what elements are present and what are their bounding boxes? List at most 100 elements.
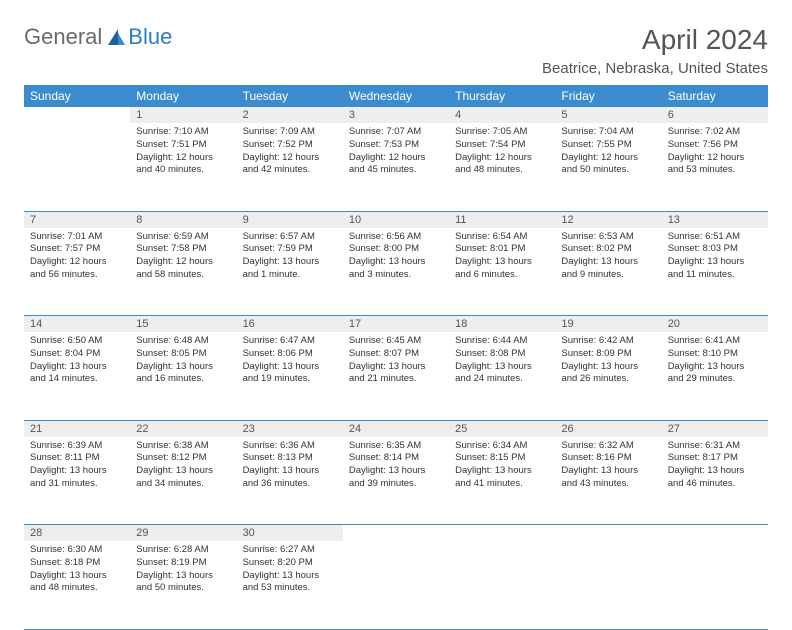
day-details: Sunrise: 6:51 AMSunset: 8:03 PMDaylight:…	[662, 228, 768, 288]
daynum-row: 282930	[24, 525, 768, 542]
day-number-cell	[555, 525, 661, 542]
brand-logo: General Blue	[24, 24, 172, 50]
day-cell: Sunrise: 7:05 AMSunset: 7:54 PMDaylight:…	[449, 123, 555, 211]
col-sunday: Sunday	[24, 85, 130, 107]
week-row: Sunrise: 6:30 AMSunset: 8:18 PMDaylight:…	[24, 541, 768, 629]
day-details: Sunrise: 6:27 AMSunset: 8:20 PMDaylight:…	[237, 541, 343, 601]
day-number-cell: 28	[24, 525, 130, 542]
day-details: Sunrise: 6:34 AMSunset: 8:15 PMDaylight:…	[449, 437, 555, 497]
day-cell: Sunrise: 6:45 AMSunset: 8:07 PMDaylight:…	[343, 332, 449, 420]
col-wednesday: Wednesday	[343, 85, 449, 107]
day-number-cell: 26	[555, 420, 661, 437]
day-details: Sunrise: 6:32 AMSunset: 8:16 PMDaylight:…	[555, 437, 661, 497]
day-cell: Sunrise: 6:30 AMSunset: 8:18 PMDaylight:…	[24, 541, 130, 629]
day-details: Sunrise: 7:02 AMSunset: 7:56 PMDaylight:…	[662, 123, 768, 183]
day-number-cell: 16	[237, 316, 343, 333]
day-cell: Sunrise: 6:57 AMSunset: 7:59 PMDaylight:…	[237, 228, 343, 316]
daynum-row: 14151617181920	[24, 316, 768, 333]
calendar-body: 123456Sunrise: 7:10 AMSunset: 7:51 PMDay…	[24, 107, 768, 629]
day-number-cell: 29	[130, 525, 236, 542]
day-cell	[449, 541, 555, 629]
day-details: Sunrise: 7:10 AMSunset: 7:51 PMDaylight:…	[130, 123, 236, 183]
day-details: Sunrise: 7:09 AMSunset: 7:52 PMDaylight:…	[237, 123, 343, 183]
brand-word1: General	[24, 24, 102, 50]
day-details: Sunrise: 6:35 AMSunset: 8:14 PMDaylight:…	[343, 437, 449, 497]
day-number-cell	[662, 525, 768, 542]
day-number-cell: 21	[24, 420, 130, 437]
day-details: Sunrise: 6:48 AMSunset: 8:05 PMDaylight:…	[130, 332, 236, 392]
day-number-cell: 11	[449, 211, 555, 228]
day-details: Sunrise: 6:50 AMSunset: 8:04 PMDaylight:…	[24, 332, 130, 392]
day-number-cell: 10	[343, 211, 449, 228]
day-number-cell: 18	[449, 316, 555, 333]
day-cell: Sunrise: 7:09 AMSunset: 7:52 PMDaylight:…	[237, 123, 343, 211]
day-cell: Sunrise: 6:50 AMSunset: 8:04 PMDaylight:…	[24, 332, 130, 420]
day-cell	[343, 541, 449, 629]
day-number-cell: 9	[237, 211, 343, 228]
day-number-cell: 23	[237, 420, 343, 437]
day-cell: Sunrise: 7:04 AMSunset: 7:55 PMDaylight:…	[555, 123, 661, 211]
week-row: Sunrise: 7:10 AMSunset: 7:51 PMDaylight:…	[24, 123, 768, 211]
day-number-cell: 30	[237, 525, 343, 542]
day-cell: Sunrise: 6:32 AMSunset: 8:16 PMDaylight:…	[555, 437, 661, 525]
week-row: Sunrise: 6:50 AMSunset: 8:04 PMDaylight:…	[24, 332, 768, 420]
daynum-row: 78910111213	[24, 211, 768, 228]
day-cell: Sunrise: 6:35 AMSunset: 8:14 PMDaylight:…	[343, 437, 449, 525]
day-details: Sunrise: 6:45 AMSunset: 8:07 PMDaylight:…	[343, 332, 449, 392]
day-number-cell: 6	[662, 107, 768, 123]
day-details: Sunrise: 6:54 AMSunset: 8:01 PMDaylight:…	[449, 228, 555, 288]
col-thursday: Thursday	[449, 85, 555, 107]
day-details: Sunrise: 6:59 AMSunset: 7:58 PMDaylight:…	[130, 228, 236, 288]
day-number-cell: 4	[449, 107, 555, 123]
day-details: Sunrise: 6:42 AMSunset: 8:09 PMDaylight:…	[555, 332, 661, 392]
day-cell	[24, 123, 130, 211]
page-header: General Blue April 2024 Beatrice, Nebras…	[24, 24, 768, 77]
daynum-row: 123456	[24, 107, 768, 123]
day-number-cell: 3	[343, 107, 449, 123]
day-details: Sunrise: 6:36 AMSunset: 8:13 PMDaylight:…	[237, 437, 343, 497]
day-number-cell: 13	[662, 211, 768, 228]
day-number-cell: 2	[237, 107, 343, 123]
day-details: Sunrise: 6:47 AMSunset: 8:06 PMDaylight:…	[237, 332, 343, 392]
day-details: Sunrise: 7:01 AMSunset: 7:57 PMDaylight:…	[24, 228, 130, 288]
day-cell	[555, 541, 661, 629]
day-details: Sunrise: 6:28 AMSunset: 8:19 PMDaylight:…	[130, 541, 236, 601]
day-number-cell: 20	[662, 316, 768, 333]
day-number-cell: 7	[24, 211, 130, 228]
brand-word2: Blue	[128, 24, 172, 50]
day-number-cell: 1	[130, 107, 236, 123]
daynum-row: 21222324252627	[24, 420, 768, 437]
day-cell: Sunrise: 6:42 AMSunset: 8:09 PMDaylight:…	[555, 332, 661, 420]
col-saturday: Saturday	[662, 85, 768, 107]
day-cell: Sunrise: 6:38 AMSunset: 8:12 PMDaylight:…	[130, 437, 236, 525]
day-cell: Sunrise: 7:01 AMSunset: 7:57 PMDaylight:…	[24, 228, 130, 316]
day-cell: Sunrise: 6:53 AMSunset: 8:02 PMDaylight:…	[555, 228, 661, 316]
day-cell: Sunrise: 7:10 AMSunset: 7:51 PMDaylight:…	[130, 123, 236, 211]
calendar-page: General Blue April 2024 Beatrice, Nebras…	[0, 0, 792, 630]
day-details: Sunrise: 7:05 AMSunset: 7:54 PMDaylight:…	[449, 123, 555, 183]
day-number-cell: 5	[555, 107, 661, 123]
day-details: Sunrise: 7:07 AMSunset: 7:53 PMDaylight:…	[343, 123, 449, 183]
day-cell: Sunrise: 7:02 AMSunset: 7:56 PMDaylight:…	[662, 123, 768, 211]
day-details: Sunrise: 7:04 AMSunset: 7:55 PMDaylight:…	[555, 123, 661, 183]
day-cell: Sunrise: 6:34 AMSunset: 8:15 PMDaylight:…	[449, 437, 555, 525]
day-details: Sunrise: 6:39 AMSunset: 8:11 PMDaylight:…	[24, 437, 130, 497]
day-details: Sunrise: 6:30 AMSunset: 8:18 PMDaylight:…	[24, 541, 130, 601]
week-row: Sunrise: 6:39 AMSunset: 8:11 PMDaylight:…	[24, 437, 768, 525]
day-cell	[662, 541, 768, 629]
day-details: Sunrise: 6:31 AMSunset: 8:17 PMDaylight:…	[662, 437, 768, 497]
day-number-cell	[24, 107, 130, 123]
day-number-cell: 25	[449, 420, 555, 437]
day-cell: Sunrise: 6:51 AMSunset: 8:03 PMDaylight:…	[662, 228, 768, 316]
day-details: Sunrise: 6:38 AMSunset: 8:12 PMDaylight:…	[130, 437, 236, 497]
day-cell: Sunrise: 6:36 AMSunset: 8:13 PMDaylight:…	[237, 437, 343, 525]
calendar-table: Sunday Monday Tuesday Wednesday Thursday…	[24, 85, 768, 630]
day-number-cell: 27	[662, 420, 768, 437]
day-cell: Sunrise: 6:48 AMSunset: 8:05 PMDaylight:…	[130, 332, 236, 420]
col-tuesday: Tuesday	[237, 85, 343, 107]
day-cell: Sunrise: 6:56 AMSunset: 8:00 PMDaylight:…	[343, 228, 449, 316]
day-number-cell: 8	[130, 211, 236, 228]
sail-icon	[106, 27, 126, 47]
col-monday: Monday	[130, 85, 236, 107]
day-cell: Sunrise: 7:07 AMSunset: 7:53 PMDaylight:…	[343, 123, 449, 211]
